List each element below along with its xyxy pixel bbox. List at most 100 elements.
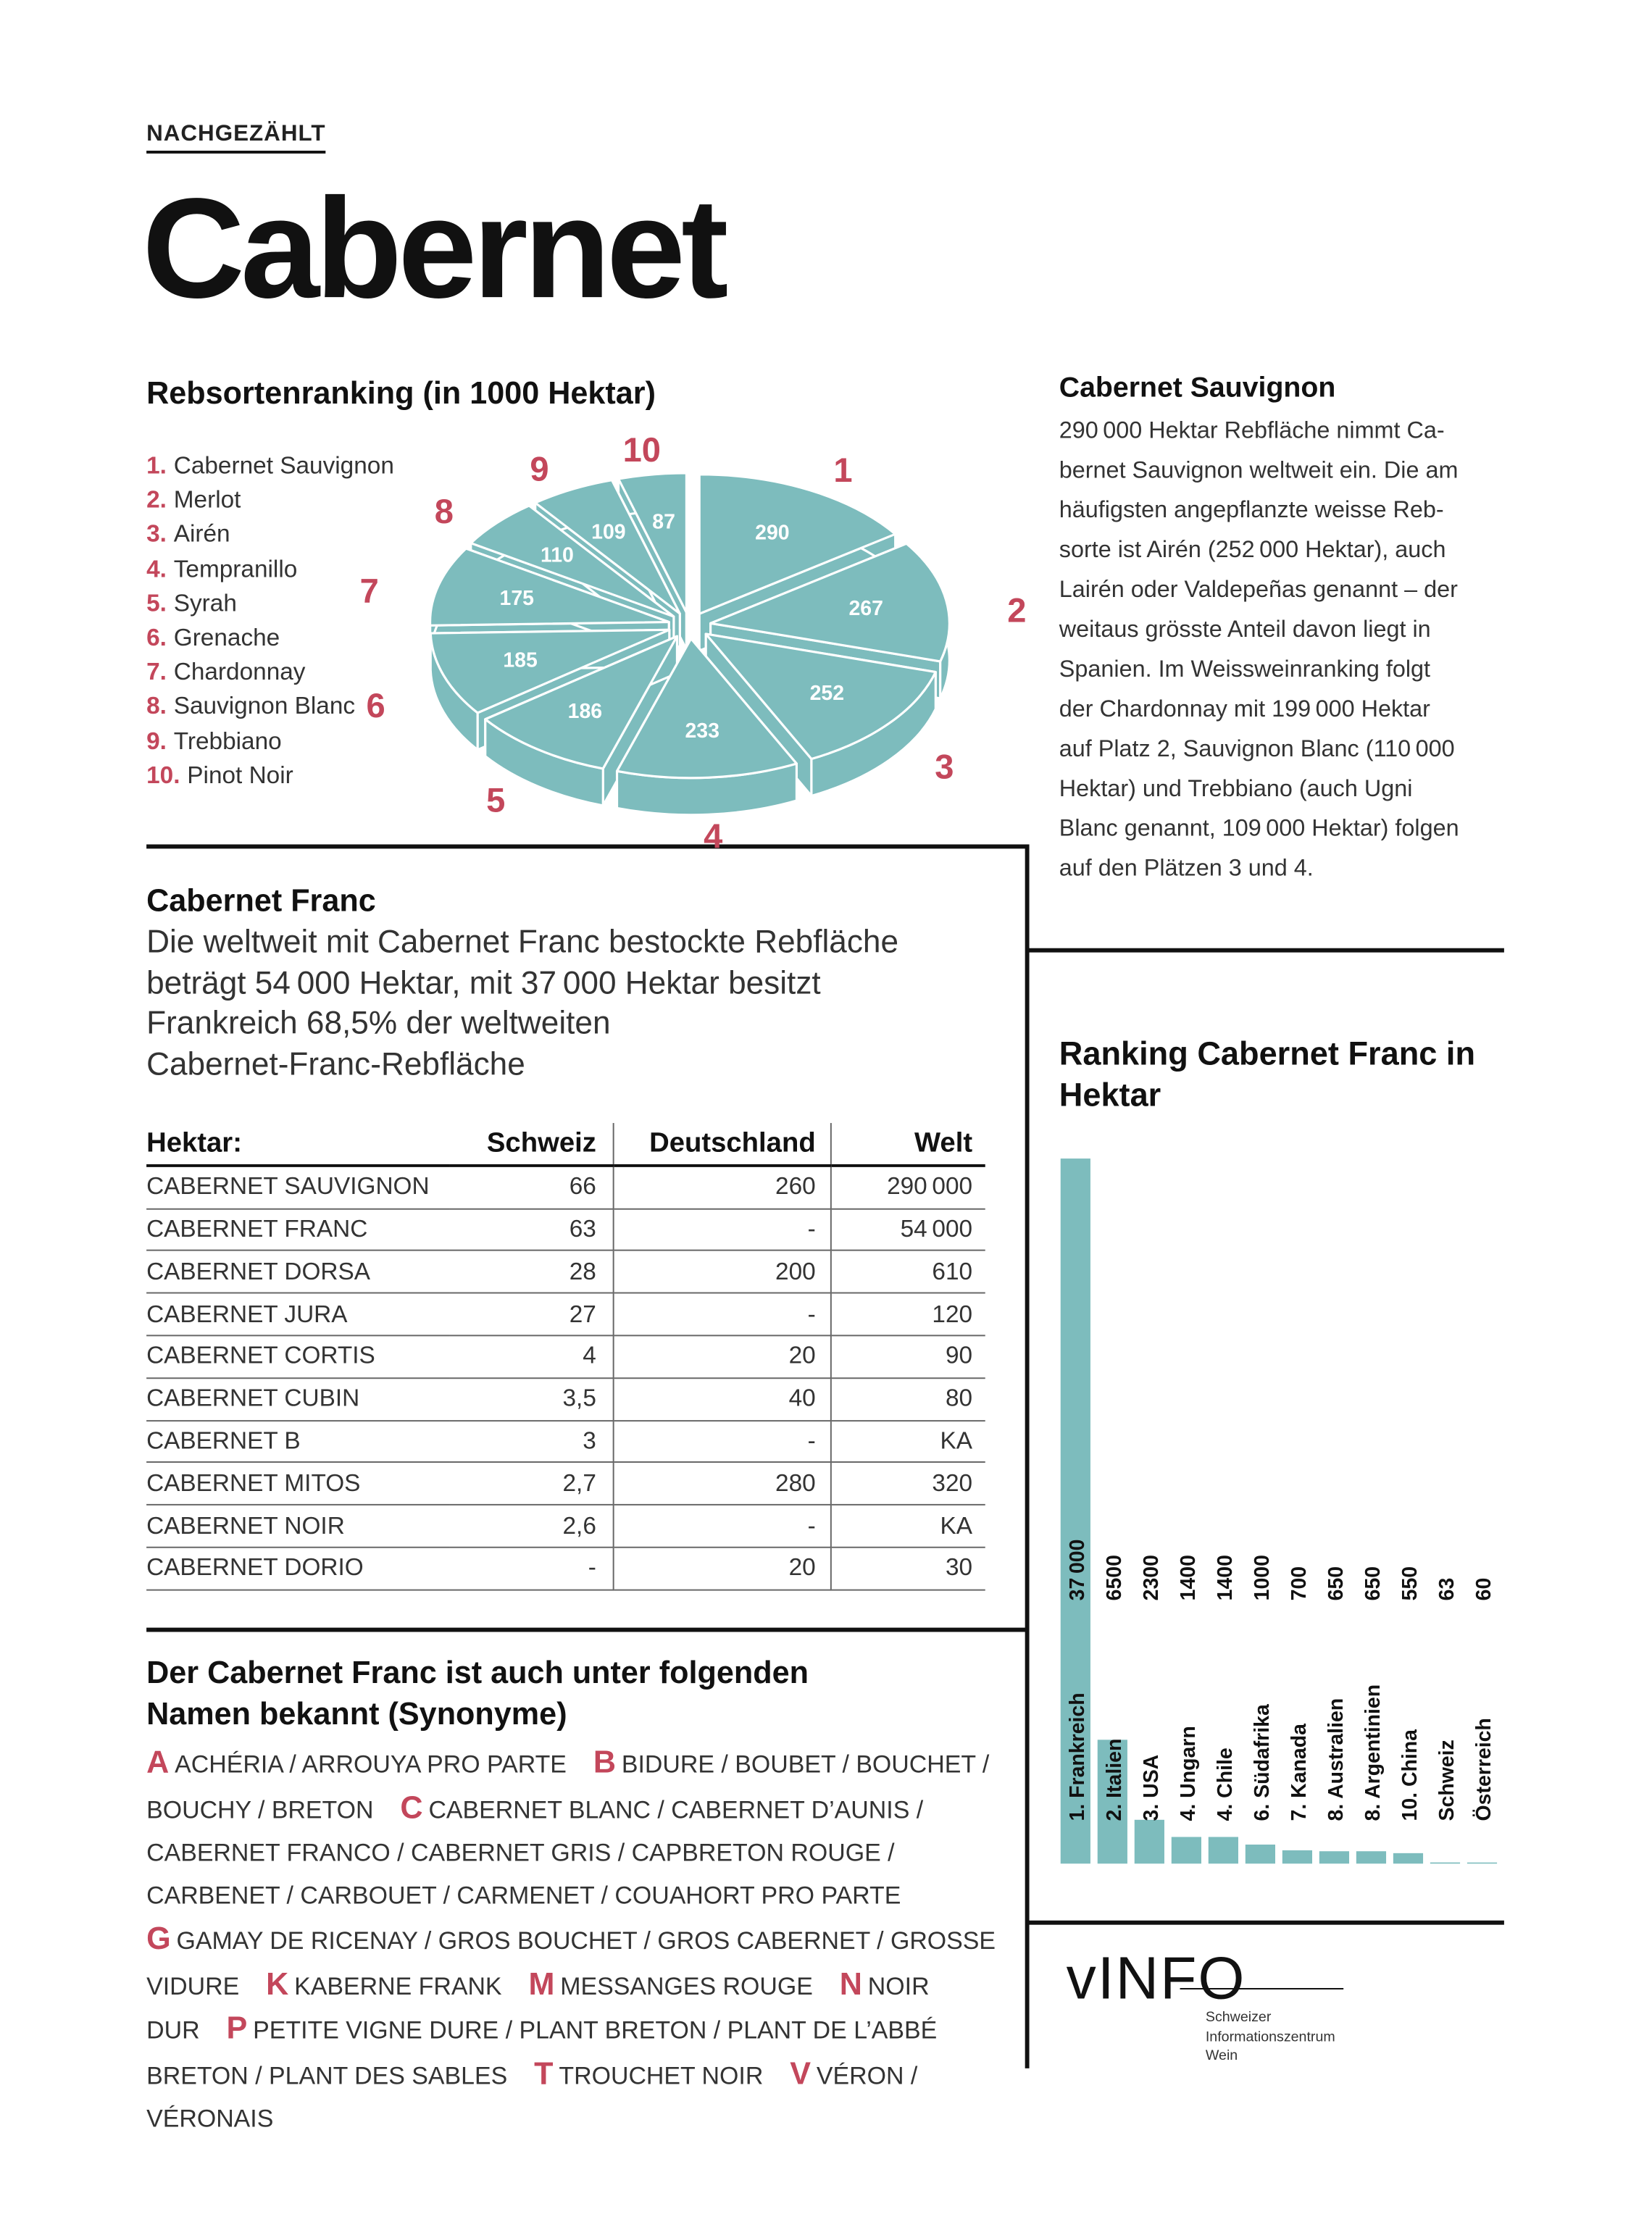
table-cell: CABERNET CORTIS <box>146 1335 450 1379</box>
table-cell: 80 <box>830 1377 985 1421</box>
section-title: Cabernet Franc <box>146 882 376 919</box>
slice-value-label: 110 <box>541 543 574 567</box>
value-label: 1400 <box>1214 1555 1237 1600</box>
slice-rank-label: 8 <box>435 492 454 530</box>
slice-value-label: 252 <box>810 682 844 705</box>
pie-slice <box>704 632 937 761</box>
value-label: 650 <box>1361 1566 1385 1600</box>
legend-item: 9. Trebbiano <box>146 727 282 756</box>
table-cell: 27 <box>449 1293 615 1337</box>
paragraph-line: der Chardonnay mit 199 000 Hektar <box>1059 696 1430 722</box>
divider <box>146 844 1028 849</box>
legend-label: Sauvignon Blanc <box>173 693 356 720</box>
slice-rank-label: 2 <box>1007 590 1026 629</box>
legend-item: 3. Airén <box>146 521 230 549</box>
paragraph-line: beträgt 54 000 Hektar, mit 37 000 Hektar… <box>146 964 821 1001</box>
table-cell: 20 <box>614 1547 832 1591</box>
synonym-names: ACHÉRIA / ARROUYA PRO PARTE <box>175 1750 567 1779</box>
x-tick-label: 8. Argentinien <box>1361 1684 1385 1821</box>
legend-label: Chardonnay <box>173 658 306 686</box>
divider <box>146 1627 1028 1632</box>
paragraph-line: auf Platz 2, Sauvignon Blanc (110 000 <box>1059 736 1455 762</box>
legend-label: Pinot Noir <box>187 761 293 789</box>
page-title: Cabernet <box>142 169 728 329</box>
paragraph-line: Cabernet-Franc-Rebfläche <box>146 1046 525 1082</box>
paragraph-line: Spanien. Im Weissweinranking folgt <box>1059 656 1431 682</box>
x-tick-label: 8. Australien <box>1324 1698 1348 1821</box>
legend-number: 10. <box>146 761 180 789</box>
value-label: 550 <box>1398 1566 1422 1600</box>
table-cell: 3,5 <box>449 1377 615 1421</box>
value-label: 6500 <box>1103 1555 1126 1600</box>
synonym-names: NOIR DUR <box>146 1971 930 2045</box>
pie-slice <box>429 547 670 627</box>
legend-item: 2. Merlot <box>146 486 241 514</box>
synonym-letter: A <box>146 1744 170 1780</box>
table-header-cell: Deutschland <box>614 1123 832 1167</box>
table-cell: - <box>614 1208 832 1252</box>
value-label: 700 <box>1288 1566 1311 1600</box>
synonym-letter: C <box>400 1790 423 1826</box>
slice-rank-label: 1 <box>833 451 852 489</box>
section-title: Namen bekannt (Synonyme) <box>146 1695 567 1732</box>
x-tick-label: 4. Chile <box>1214 1747 1237 1821</box>
slice-value-label: 87 <box>652 510 675 533</box>
table-cell: - <box>614 1420 832 1463</box>
kicker: NACHGEZÄHLT <box>146 122 326 154</box>
table-cell: 28 <box>449 1250 615 1294</box>
table-cell: CABERNET NOIR <box>146 1505 450 1548</box>
table-cell: 2,7 <box>449 1462 615 1506</box>
legend-item: 10. Pinot Noir <box>146 761 293 790</box>
table-header-cell: Welt <box>830 1123 985 1167</box>
divider <box>1025 844 1030 2068</box>
table-cell: 20 <box>614 1335 832 1379</box>
bar <box>1097 1740 1127 1864</box>
slice-rank-label: 4 <box>704 817 722 855</box>
x-tick-label: 7. Kanada <box>1288 1724 1311 1821</box>
slice-rank-label: 7 <box>360 572 379 610</box>
table-row: CABERNET B 3- KA <box>146 1420 985 1463</box>
slice-rank-label: 3 <box>935 747 954 785</box>
table-row: CABERNET DORIO -20 30 <box>146 1547 985 1591</box>
table-header-cell: Schweiz <box>449 1123 615 1167</box>
legend-number: 1. <box>146 451 167 480</box>
bar <box>1467 1862 1498 1864</box>
x-tick-label: 10. China <box>1398 1729 1422 1821</box>
logo-text: Informationszentrum <box>1205 2029 1335 2045</box>
slice-rank-label: 10 <box>623 430 661 469</box>
slice-value-label: 267 <box>848 597 883 620</box>
bar <box>1171 1837 1201 1864</box>
divider <box>1026 948 1504 953</box>
legend-item: 1. Cabernet Sauvignon <box>146 452 394 480</box>
legend-label: Syrah <box>173 589 237 617</box>
synonym-names: PETITE VIGNE DURE / PLANT BRETON / PLANT… <box>146 2016 938 2090</box>
value-label: 1000 <box>1251 1555 1274 1600</box>
legend-number: 8. <box>146 693 167 720</box>
table-cell: 610 <box>830 1250 985 1294</box>
synonym-letter: M <box>528 1965 555 2001</box>
value-label: 650 <box>1324 1566 1348 1600</box>
legend-label: Trebbiano <box>173 727 282 755</box>
synonym-names: KABERNE FRANK <box>294 1971 502 2000</box>
slice-value-label: 185 <box>503 648 538 672</box>
table-row: CABERNET MITOS 2,7 280 320 <box>146 1462 985 1506</box>
bar <box>1282 1850 1313 1864</box>
pie-slice <box>484 635 679 770</box>
table-row: CABERNET DORSA 28 200 610 <box>146 1250 985 1294</box>
paragraph-line: weitaus grösste Anteil davon liegt in <box>1059 617 1431 643</box>
paragraph-line: Die weltweit mit Cabernet Franc bestockt… <box>146 924 899 960</box>
table-cell: 320 <box>830 1462 985 1506</box>
slice-rank-label: 5 <box>486 780 505 819</box>
synonym-letter: N <box>839 1965 862 2001</box>
value-label: 37 000 <box>1066 1540 1089 1601</box>
synonym-names: BIDURE / BOUBET / BOUCHET / BOUCHY / BRE… <box>146 1750 990 1824</box>
table-cell: 260 <box>614 1165 832 1209</box>
paragraph-line: Lairén oder Valdepeñas genannt – der <box>1059 577 1458 603</box>
synonym-names: GAMAY DE RICENAY / GROS BOUCHET / GROS C… <box>146 1925 996 2000</box>
table-cell: 3 <box>449 1420 615 1463</box>
paragraph-line: häufigsten angepflanzte weisse Reb- <box>1059 497 1444 524</box>
legend-label: Cabernet Sauvignon <box>173 451 394 480</box>
synonym-names: TROUCHET NOIR <box>559 2061 764 2090</box>
table-cell: 90 <box>830 1335 985 1379</box>
